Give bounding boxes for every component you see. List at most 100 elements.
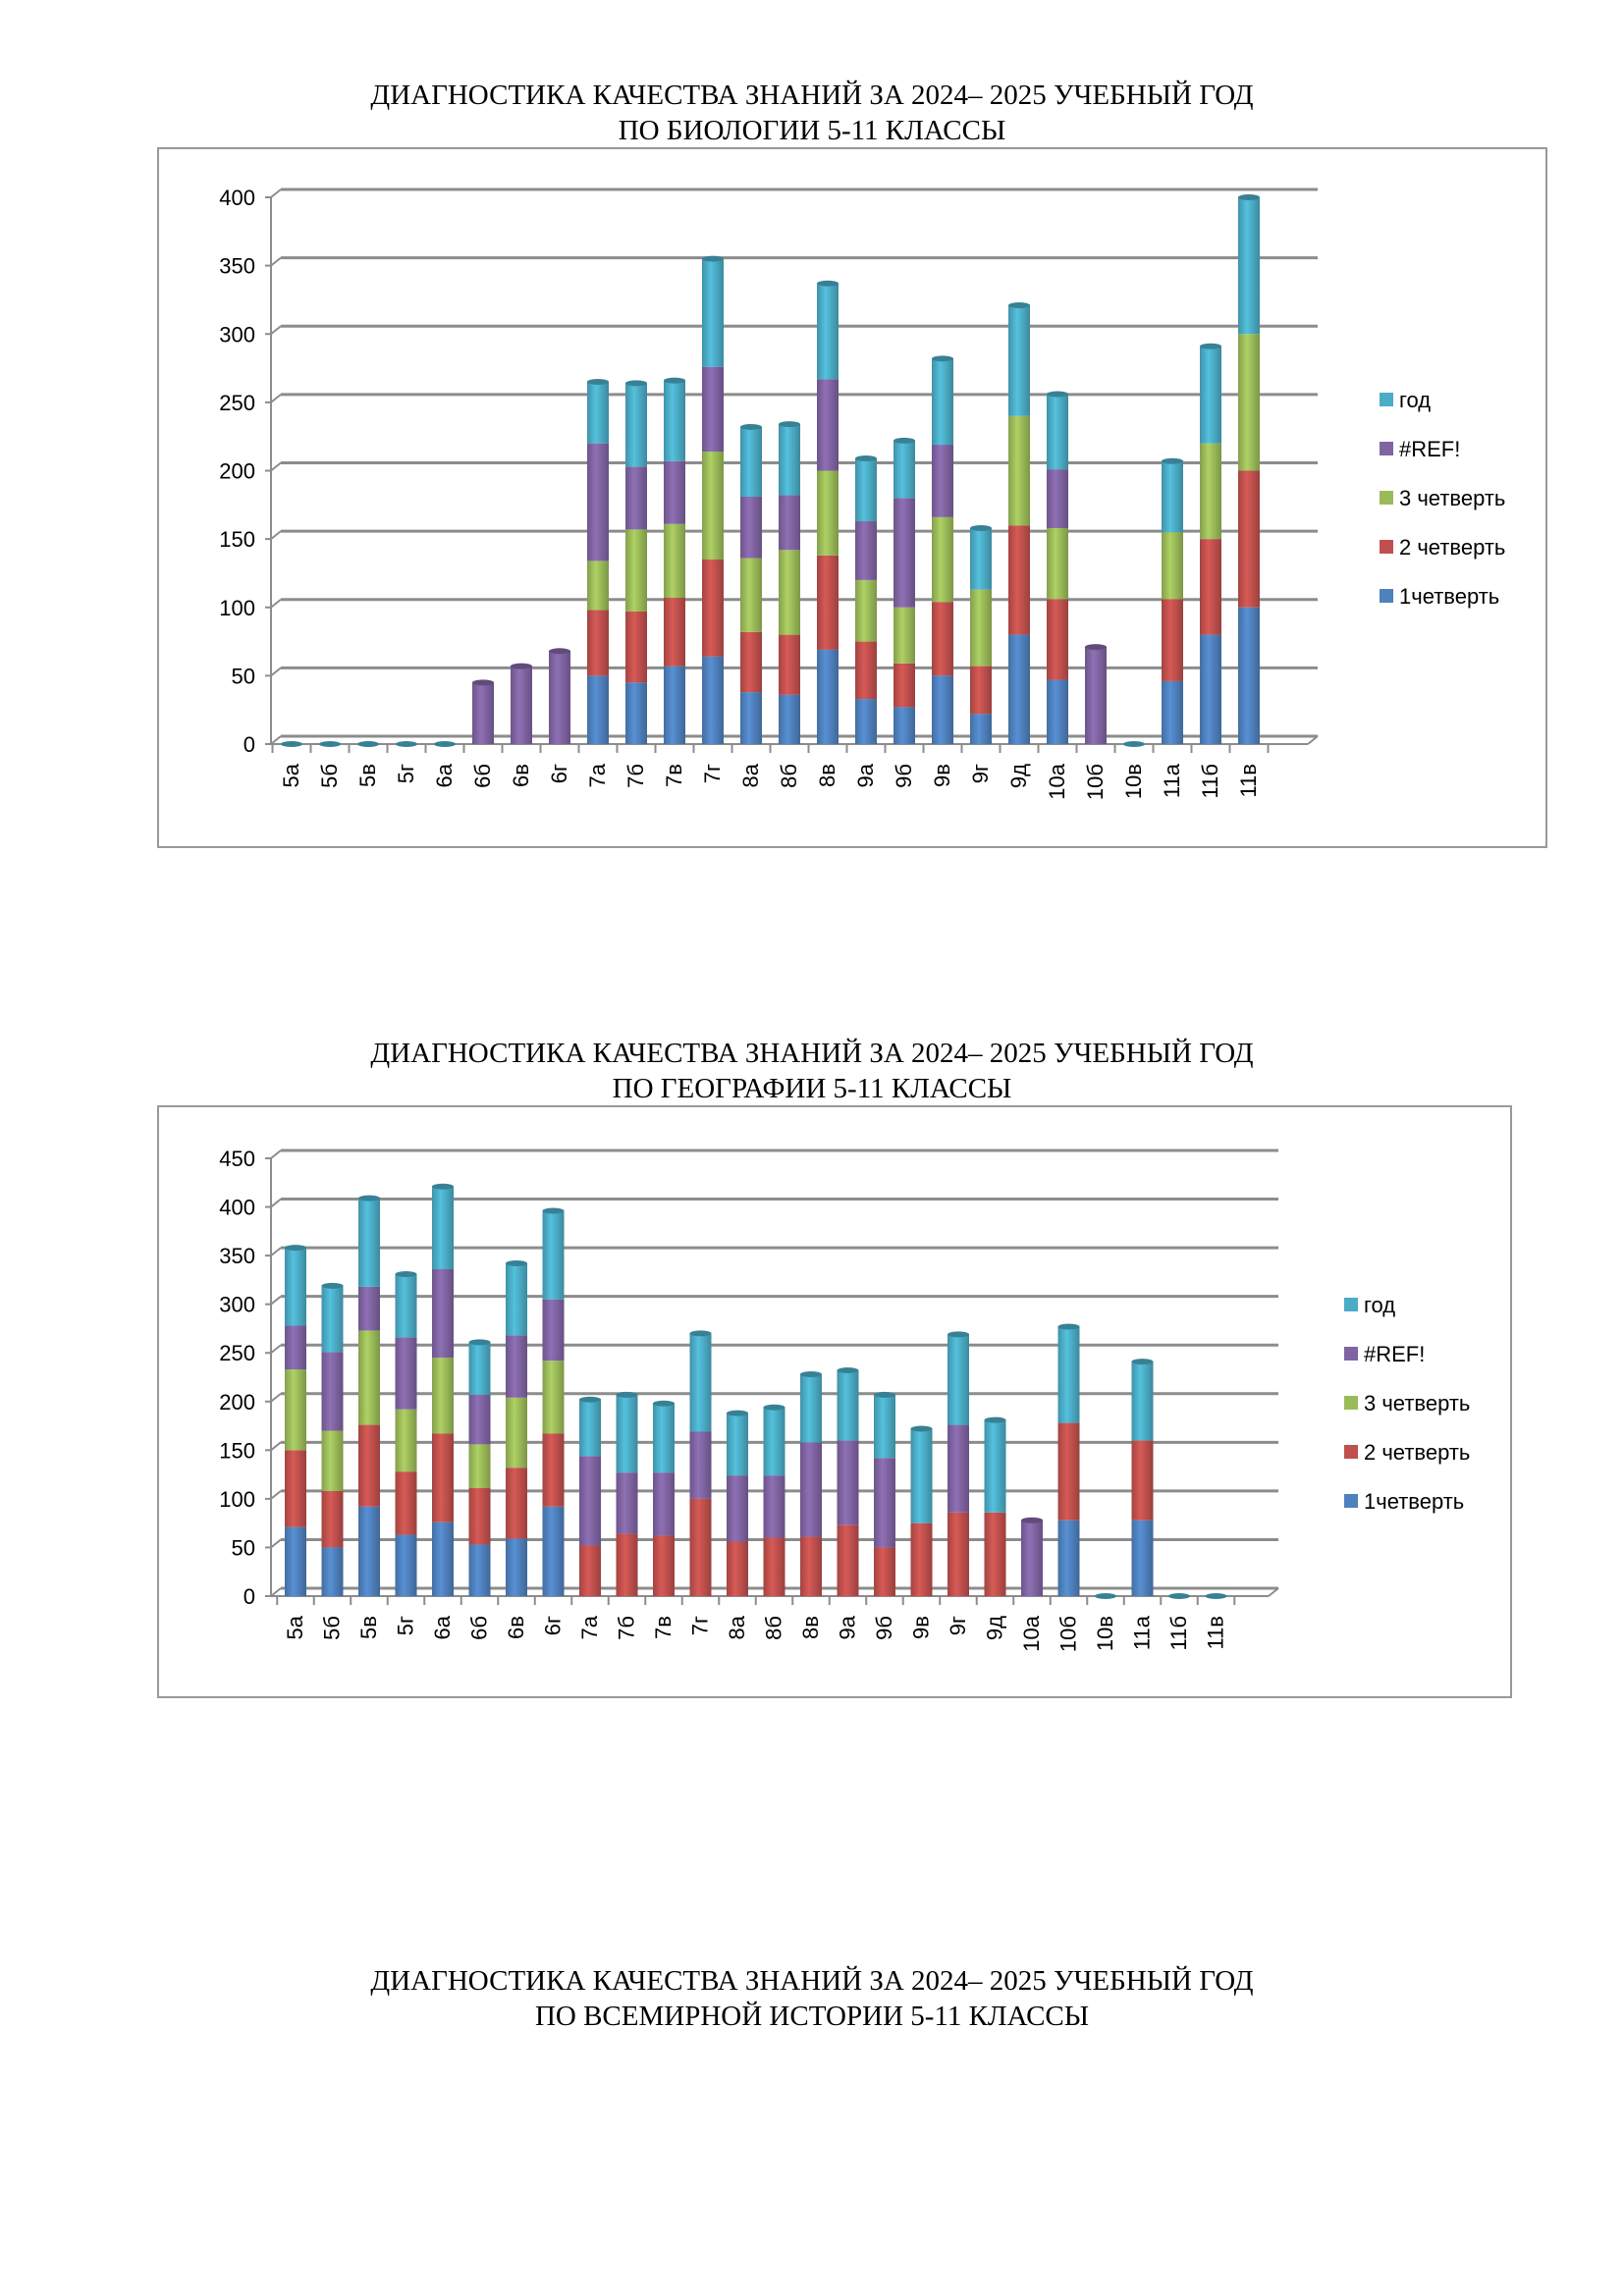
bar-segment-8а-3четверть [740,558,762,632]
y-tick-label: 300 [219,322,255,347]
gridline-depth [270,1587,282,1597]
bar-segment-6б-3четверть [468,1444,491,1488]
bar-segment-7б-год [625,383,647,467]
legend-label: 2 четверть [1364,1440,1470,1465]
bar-cap-5а [285,1245,306,1252]
bar-segment-11б-3четверть [1200,443,1221,540]
x-tick-label: 10а [1045,763,1069,799]
bar-segment-7а-1четверть [587,675,609,744]
legend-label: год [1364,1293,1395,1317]
x-tick-label: 7г [700,764,725,783]
bar-segment-7г-2четверть [689,1498,712,1596]
x-tick-label: 11а [1160,763,1184,798]
legend-label: #REF! [1364,1342,1425,1366]
legend-label: 3 четверть [1399,486,1505,510]
bar-cap-9б [893,437,915,444]
bar-segment-8в-2четверть [800,1536,822,1596]
bar-segment-8в-REF [817,379,839,471]
bar-segment-6г-год [542,1210,565,1300]
bar-segment-9в-год [910,1428,933,1523]
bar-cap-8а [727,1410,748,1416]
bar-segment-8в-год [817,283,839,380]
gridline-depth [270,325,282,336]
bar-segment-10б-1четверть [1057,1520,1080,1596]
title-line-1: ДИАГНОСТИКА КАЧЕСТВА ЗНАНИЙ ЗА 2024– 202… [370,1965,1254,1997]
x-tick-label: 5а [283,1615,307,1639]
bar-cap-10а [1021,1517,1043,1523]
x-tick-label: 7а [577,1615,602,1639]
bar-segment-8б-1четверть [779,694,800,744]
bar-segment-5а-1четверть [285,1526,306,1596]
legend-swatch [1380,442,1393,455]
y-tick-label: 250 [219,391,255,415]
x-tick-label: 10а [1019,1615,1044,1651]
chart-title-history: ДИАГНОСТИКА КАЧЕСТВА ЗНАНИЙ ЗА 2024– 202… [0,1963,1624,2034]
bar-segment-8б-REF [779,495,800,551]
bar-segment-8б-год [779,424,800,496]
bar-segment-6г-3четверть [542,1361,565,1434]
y-tick-label: 350 [219,254,255,279]
bar-segment-7б-REF [616,1472,638,1534]
bar-segment-7в-REF [664,460,685,524]
legend-swatch [1344,1494,1358,1508]
bar-segment-5г-2четверть [395,1471,417,1535]
gridline-depth [270,188,282,198]
bar-cap-10в [1095,1593,1116,1599]
x-axis-depth [1307,735,1319,745]
bar-cap-5в [358,1195,380,1201]
bar-segment-11а-3четверть [1162,532,1183,600]
x-tick-label: 10б [1056,1616,1081,1652]
bar-segment-7б-2четверть [625,611,647,683]
bar-cap-11а [1162,457,1183,464]
x-tick-label: 7б [623,764,648,788]
legend-swatch [1344,1396,1358,1410]
x-tick-label: 5в [355,764,380,787]
bar-segment-5г-3четверть [395,1409,417,1472]
bar-segment-7а-год [587,381,609,444]
bar-cap-7в [653,1400,675,1407]
bar-segment-7в-REF [653,1472,675,1536]
bar-segment-7а-REF [579,1456,601,1546]
x-tick-label: 10в [1093,1616,1117,1651]
bar-segment-10а-REF [1047,469,1068,528]
y-tick-label: 400 [219,1196,255,1220]
bar-segment-9д-1четверть [1008,634,1030,744]
bar-cap-5в [357,741,379,747]
bar-segment-9в-3четверть [932,516,953,603]
bar-segment-11б-2четверть [1200,539,1221,635]
x-tick-label: 7г [688,1616,713,1635]
bar-segment-10а-2четверть [1047,599,1068,680]
bar-segment-5б-3четверть [321,1430,344,1491]
bar-segment-6в-REF [506,1335,527,1398]
bar-segment-5в-год [358,1198,380,1287]
bar-segment-5а-год [285,1248,306,1326]
bar-cap-10б [1085,644,1107,651]
legend-label: 3 четверть [1364,1391,1470,1415]
bar-segment-10а-3четверть [1047,527,1068,600]
bar-segment-9а-2четверть [837,1524,859,1596]
gridline-depth [270,1441,282,1452]
bar-cap-11а [1131,1359,1154,1365]
bar-segment-9д-2четверть [1008,525,1030,635]
bar-segment-8а-2четверть [727,1541,748,1596]
chart-title-biology: ДИАГНОСТИКА КАЧЕСТВА ЗНАНИЙ ЗА 2024– 202… [0,78,1624,148]
bar-cap-11б [1168,1593,1190,1599]
bar-segment-9б-3четверть [893,607,915,664]
bar-cap-10а [1047,391,1068,398]
bar-segment-9а-год [855,457,877,522]
bar-segment-5в-3четверть [358,1330,380,1425]
x-tick-label: 11в [1204,1616,1228,1650]
x-tick-label: 7а [585,763,610,787]
bar-cap-7в [664,377,685,384]
bar-cap-6а [434,741,456,747]
x-tick-label: 5в [356,1616,381,1639]
bar-segment-11а-1четверть [1131,1520,1154,1596]
x-tick-label: 5б [317,764,342,788]
legend-label: #REF! [1399,437,1460,461]
bar-cap-9а [855,454,877,461]
bar-cap-5а [281,741,302,747]
bar-cap-7а [579,1396,601,1403]
bar-cap-5г [396,741,417,747]
chart-title-geography: ДИАГНОСТИКА КАЧЕСТВА ЗНАНИЙ ЗА 2024– 202… [0,1036,1624,1106]
bar-cap-9в [910,1425,933,1432]
